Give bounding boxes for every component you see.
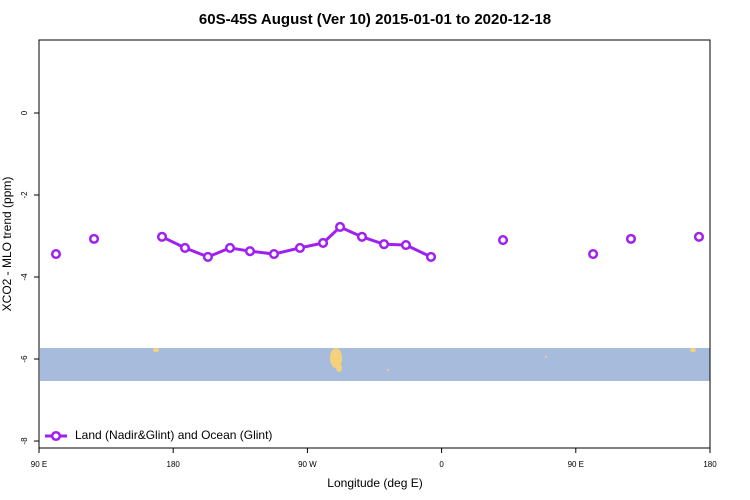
series-point <box>335 221 346 233</box>
series-point <box>588 248 599 260</box>
plot-frame <box>38 39 711 449</box>
legend-marker <box>50 430 62 442</box>
x-tick-label: 90 W <box>298 460 317 469</box>
x-tick-label: 0 <box>439 460 444 469</box>
series-point <box>294 242 305 253</box>
y-tick-label: -6 <box>20 355 29 363</box>
series-point <box>156 231 168 242</box>
series-point <box>625 233 637 244</box>
series-point <box>356 231 368 242</box>
series-point <box>425 251 437 262</box>
x-tick-label: 180 <box>167 460 181 469</box>
y-tick-label: -8 <box>20 437 29 445</box>
y-tick-label: -2 <box>20 191 29 199</box>
legend-label: Land (Nadir&Glint) and Ocean (Glint) <box>75 428 272 442</box>
series-point <box>400 239 412 251</box>
series-point <box>268 248 280 260</box>
x-tick-label: 90 E <box>568 460 584 469</box>
series-point <box>88 233 100 244</box>
chart-title: 60S-45S August (Ver 10) 2015-01-01 to 20… <box>199 11 551 28</box>
y-axis-label: XCO2 - MLO trend (ppm) <box>0 177 14 312</box>
series-point <box>318 237 329 249</box>
series-point <box>50 248 62 260</box>
series-point <box>497 235 509 246</box>
x-tick-label: 180 <box>703 460 717 469</box>
series-line <box>161 225 432 259</box>
series-point <box>202 251 213 262</box>
series-point <box>224 242 236 253</box>
series-point <box>693 231 705 242</box>
x-tick-label: 90 E <box>31 460 47 469</box>
y-tick-label: -4 <box>20 273 29 281</box>
series-point <box>179 242 191 253</box>
y-tick-label: 0 <box>20 110 29 115</box>
series-point <box>378 239 390 250</box>
map-strip <box>40 348 710 381</box>
series-point <box>244 246 256 257</box>
x-axis-label: Longitude (deg E) <box>327 476 422 490</box>
